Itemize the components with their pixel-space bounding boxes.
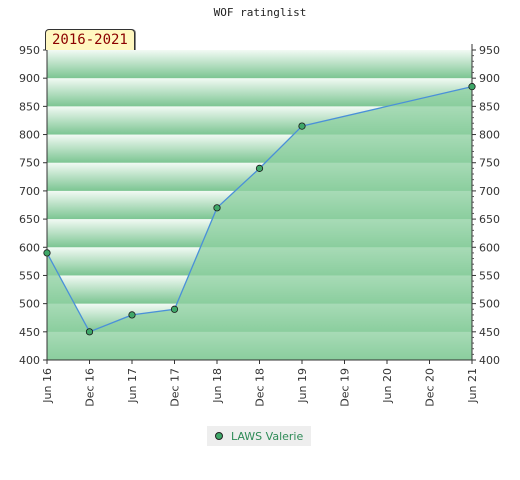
period-badge: 2016-2021 — [45, 29, 135, 50]
y-tick-label-right: 500 — [479, 298, 500, 311]
data-point-2 — [128, 311, 136, 319]
data-point-3 — [170, 305, 179, 313]
y-tick-label-left: 700 — [19, 185, 40, 198]
y-tick-label-right: 450 — [479, 326, 500, 339]
legend[interactable]: LAWS Valerie — [207, 426, 312, 446]
data-point-0 — [43, 249, 51, 257]
y-tick-label-left: 800 — [19, 129, 40, 142]
x-tick-label: Dec 20 — [424, 368, 437, 407]
y-tick-label-left: 400 — [19, 354, 40, 367]
y-tick-label-left: 850 — [19, 100, 40, 113]
area-fill — [47, 86, 472, 361]
y-ticks-left: 400 450 500 550 600 650 700 750 800 850 900 950 — [19, 44, 47, 367]
band-850 — [47, 78, 472, 107]
area-layer — [46, 86, 473, 361]
y-tick-label-right: 700 — [479, 185, 500, 198]
series-line — [46, 86, 473, 333]
y-tick-label-right: 650 — [479, 213, 500, 226]
data-point-5 — [255, 164, 264, 172]
legend-label: LAWS Valerie — [231, 429, 304, 443]
y-tick-label-left: 500 — [19, 298, 40, 311]
y-tick-label-right: 850 — [479, 100, 500, 113]
y-tick-label-right: 400 — [479, 354, 500, 367]
legend-marker-icon — [215, 432, 223, 440]
y-tick-label-left: 950 — [19, 44, 40, 57]
y-tick-label-right: 950 — [479, 44, 500, 57]
data-markers — [43, 83, 476, 336]
x-tick-label: Jun 17 — [126, 368, 139, 404]
y-tick-label-right: 800 — [479, 129, 500, 142]
data-point-4 — [213, 204, 221, 212]
x-tick-label: Dec 18 — [254, 368, 267, 407]
band-900 — [47, 50, 472, 79]
y-tick-label-left: 900 — [19, 72, 40, 85]
y-tick-label-right: 550 — [479, 269, 500, 282]
y-tick-label-left: 450 — [19, 326, 40, 339]
x-tick-label: Jun 19 — [296, 368, 309, 404]
data-point-7 — [468, 83, 476, 91]
x-tick-label: Jun 18 — [211, 368, 224, 404]
y-tick-label-left: 750 — [19, 157, 40, 170]
x-tick-label: Dec 16 — [84, 368, 97, 407]
y-ticks-right: 400 450 500 550 600 650 700 750 800 850 900 950 — [472, 44, 500, 367]
chart-title: WOF ratinglist — [214, 6, 307, 19]
x-tick-label: Dec 17 — [169, 368, 182, 407]
data-point-6 — [298, 122, 306, 130]
y-tick-label-left: 650 — [19, 213, 40, 226]
y-tick-label-right: 900 — [479, 72, 500, 85]
y-tick-label-left: 550 — [19, 269, 40, 282]
x-ticks: Jun 16 Dec 16 Jun 17 Dec 17 Jun 18 Dec 18 Jun … — [41, 360, 479, 407]
data-point-1 — [85, 328, 94, 336]
y-tick-label-right: 600 — [479, 241, 500, 254]
x-tick-label: Jun 16 — [41, 368, 54, 404]
x-tick-label: Jun 20 — [381, 368, 394, 404]
x-tick-label: Dec 19 — [339, 368, 352, 407]
y-tick-label-right: 750 — [479, 157, 500, 170]
x-tick-label: Jun 21 — [466, 368, 479, 404]
y-tick-label-left: 600 — [19, 241, 40, 254]
